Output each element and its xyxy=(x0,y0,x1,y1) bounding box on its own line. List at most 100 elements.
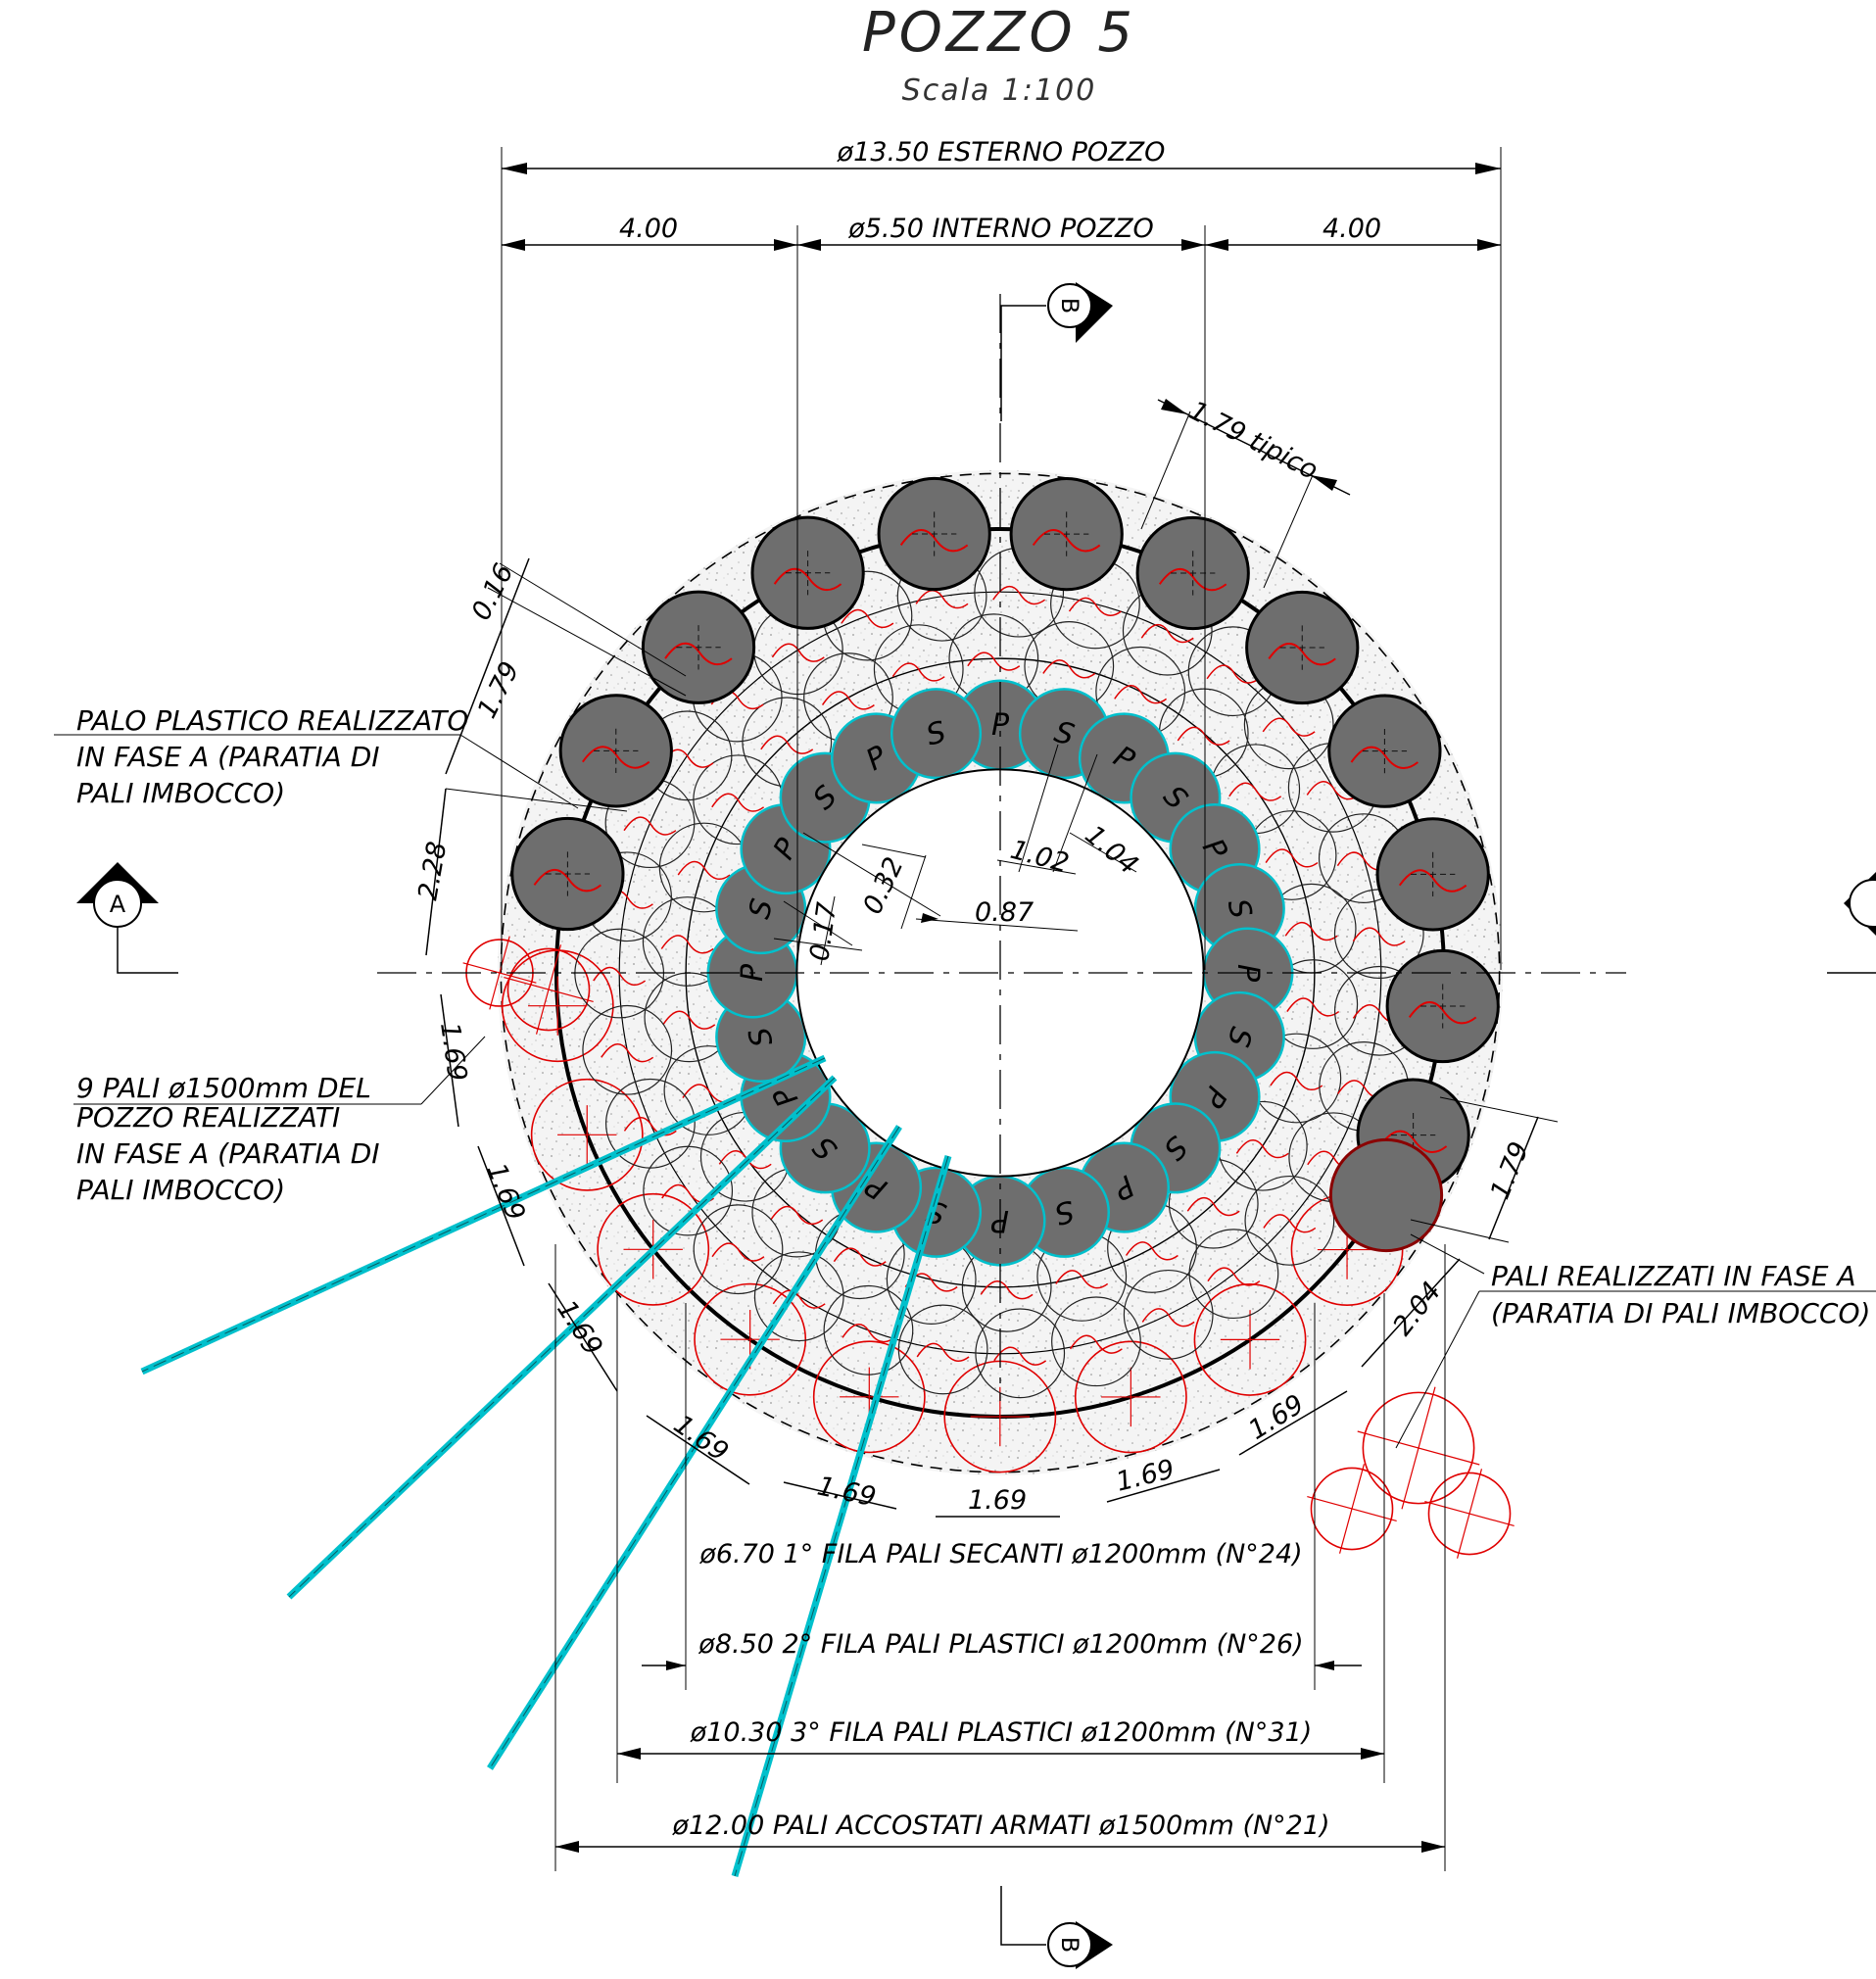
reinforced-pile-mark xyxy=(1032,529,1101,553)
ring2-label: ø8.50 2° FILA PALI PLASTICI ø1200mm (N°2… xyxy=(697,1629,1303,1660)
pile-ring3-pile xyxy=(604,1078,696,1169)
ring1-label: ø6.70 1° FILA PALI SECANTI ø1200mm (N°24… xyxy=(698,1539,1302,1569)
dim-016: 0.16 xyxy=(466,559,520,626)
phase-a-pile xyxy=(1310,1467,1394,1551)
pile-ring3-pile-mark xyxy=(1207,1267,1261,1286)
note-plastic-pile-line3: PALI IMBOCCO) xyxy=(76,777,285,809)
dim-179-right: 1.79 xyxy=(1485,1137,1535,1203)
left-dimensions: 0.16 1.79 2.28 1.69 1.69 1.69 1.69 1.69 … xyxy=(412,557,1348,1518)
pile-ring2-pile-mark xyxy=(1177,726,1230,746)
drawing-title: POZZO 5 xyxy=(862,1,1136,65)
pile-ring3-pile-mark xyxy=(1140,623,1194,644)
existing-pile xyxy=(1074,1340,1187,1454)
ring3-label: ø10.30 3° FILA PALI PLASTICI ø1200mm (N°… xyxy=(690,1717,1313,1748)
pile-ring3-pile-mark xyxy=(772,1289,826,1309)
note-plastic-pile-line1: PALO PLASTICO REALIZZATO xyxy=(76,704,468,737)
ring4-label: ø12.00 PALI ACCOSTATI ARMATI ø1500mm (N°… xyxy=(671,1810,1329,1841)
pile-ring3-pile xyxy=(582,1004,673,1095)
phase-a-pile xyxy=(1427,1472,1512,1556)
pile-ring2-pile-mark xyxy=(711,793,765,812)
pile-ring3-pile-mark xyxy=(1306,781,1360,800)
pile-ring2-pile-mark xyxy=(980,1280,1034,1300)
right-offset-label: 4.00 xyxy=(1323,214,1381,244)
section-mark-b-top: B xyxy=(1000,282,1113,421)
pile-ring3-pile-mark xyxy=(1263,1214,1317,1233)
pile-ring2-pile-mark xyxy=(718,1149,772,1170)
phase-a-pile-cross xyxy=(1401,1386,1436,1510)
note-plastic-pile: PALO PLASTICO REALIZZATO IN FASE A (PARA… xyxy=(54,704,579,809)
pile-ring2-pile-mark xyxy=(662,1010,716,1030)
phase-a-pile-cross xyxy=(535,944,562,1035)
phase-a-pile xyxy=(506,947,591,1032)
dim-169-e: 1.69 xyxy=(815,1472,879,1514)
dimension-outer-diameter: ø13.50 ESTERNO POZZO xyxy=(501,137,1502,970)
note-phase-a: PALI REALIZZATI IN FASE A (PARATIA DI PA… xyxy=(1395,1260,1876,1449)
drawing-scale: Scala 1:100 xyxy=(902,73,1097,108)
existing-pile xyxy=(597,1192,710,1306)
left-offset-label: 4.00 xyxy=(619,214,678,244)
pile-ring3-pile-mark xyxy=(1262,717,1316,737)
dimension-inner-diameter: 4.00 ø5.50 INTERNO POZZO 4.00 xyxy=(502,214,1501,970)
pile-ring2-pile-mark xyxy=(760,735,814,754)
reinforced-pile-mark xyxy=(773,567,842,592)
note-nine-piles-line2: POZZO REALIZZATI xyxy=(76,1101,340,1134)
pile-ring2-pile-mark xyxy=(821,691,875,710)
pile-ring3-pile-mark xyxy=(1352,927,1406,946)
section-letter-b-top: B xyxy=(1056,298,1083,314)
section-letter-b-bottom: B xyxy=(1056,1937,1083,1953)
pile-ring3-pile-mark xyxy=(993,1346,1047,1366)
pile-ring3-pile-mark xyxy=(1068,597,1122,616)
phase-a-pile-cross xyxy=(1456,1469,1483,1559)
dim-204: 2.04 xyxy=(1387,1277,1447,1341)
pile-ring3-pile-mark xyxy=(915,589,969,609)
reinforced-piles-ring xyxy=(510,476,1500,1253)
pile-ring3-pile xyxy=(975,1308,1066,1399)
concrete-annulus xyxy=(498,470,1503,1475)
reinforced-pile-mark xyxy=(581,746,650,769)
anchor-bar-core-4 xyxy=(734,1155,949,1877)
pile-ring3-pile xyxy=(823,1284,914,1376)
note-plastic-pile-line2: IN FASE A (PARATIA DI xyxy=(76,741,380,773)
note-phase-a-line2: (PARATIA DI PALI IMBOCCO) xyxy=(1491,1297,1870,1329)
pile-ring2-pile-mark xyxy=(1114,685,1168,704)
dim-169-f: 1.69 xyxy=(968,1485,1027,1516)
pile-ring3-pile-mark xyxy=(841,608,894,629)
anchor-bar-core-2 xyxy=(288,1077,836,1598)
pile-ring2-pile-mark xyxy=(660,935,714,954)
reinforced-pile-mark xyxy=(1408,1001,1477,1025)
pile-ring3-pile xyxy=(1051,1296,1141,1387)
pile-ring2-pile-mark xyxy=(677,860,731,881)
section-mark-b-bottom: B xyxy=(1000,1886,1113,1969)
note-nine-piles-line1: 9 PALI ø1500mm DEL xyxy=(76,1072,371,1104)
secant-pile-label: P xyxy=(991,708,1010,743)
anchor-lines xyxy=(140,1054,952,1877)
reinforced-pile-mark xyxy=(1268,643,1336,666)
pile-ring3-pile-mark xyxy=(623,816,677,836)
pile-ring3-pile-mark xyxy=(992,585,1046,605)
note-nine-piles-line3: IN FASE A (PARATIA DI xyxy=(76,1137,380,1170)
pile-ring3-pile xyxy=(1123,1269,1214,1360)
existing-pile xyxy=(694,1282,807,1396)
reinforced-pile-mark xyxy=(1398,869,1467,893)
outer-diameter-label: ø13.50 ESTERNO POZZO xyxy=(837,137,1166,168)
pile-ring3-pile xyxy=(753,1251,844,1342)
ring-dimensions: ø6.70 1° FILA PALI SECANTI ø1200mm (N°24… xyxy=(554,1244,1446,1871)
existing-pile xyxy=(812,1340,926,1454)
dim-169-a: 1.69 xyxy=(434,1021,472,1084)
reinforced-pile-mark xyxy=(1350,746,1419,769)
pile-ring2-pile-mark xyxy=(967,652,1021,671)
section-mark-a-right xyxy=(1827,872,1876,974)
pile-ring3-pile-mark xyxy=(842,1324,895,1343)
pile-ring3-pile xyxy=(1188,1229,1279,1320)
pile-ring3-pile-mark xyxy=(1141,1308,1195,1327)
note-phase-a-line1: PALI REALIZZATI IN FASE A xyxy=(1491,1260,1856,1292)
pile-ring3-pile-mark xyxy=(623,1117,677,1136)
dim-169-d: 1.69 xyxy=(668,1409,734,1468)
existing-pile xyxy=(530,1078,644,1191)
dim-228: 2.28 xyxy=(412,840,453,903)
section-letter-a-left: A xyxy=(110,891,126,918)
pile-ring3-pile-mark xyxy=(601,1043,654,1063)
existing-pile xyxy=(1193,1282,1307,1396)
dim-179-top: 1.79 xyxy=(472,657,526,724)
note-nine-piles: 9 PALI ø1500mm DEL POZZO REALIZZATI IN F… xyxy=(73,1036,486,1206)
